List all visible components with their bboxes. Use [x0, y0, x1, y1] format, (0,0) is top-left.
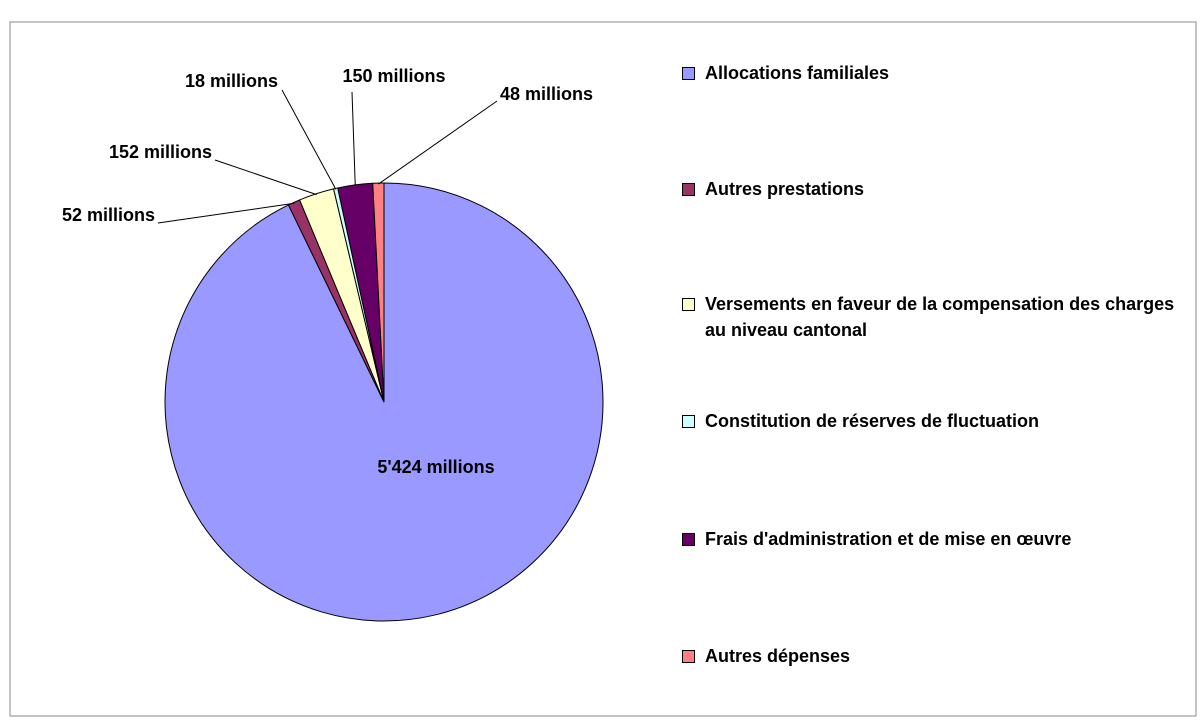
legend-label: Allocations familiales: [705, 63, 890, 83]
legend-item: Autres dépenses: [682, 643, 1182, 669]
legend-swatch: [682, 67, 695, 80]
leader-line: [281, 89, 337, 190]
pie-slice: [372, 182, 385, 403]
legend-swatch: [682, 415, 695, 428]
leader-line: [378, 100, 498, 185]
legend-swatch: [682, 298, 695, 311]
data-label: 5'424 millions: [377, 457, 494, 477]
legend-swatch: [682, 650, 695, 663]
data-label: 48 millions: [500, 84, 593, 104]
data-label: 18 millions: [185, 71, 278, 91]
legend-item: Constitution de réserves de fluctuation: [682, 408, 1182, 434]
legend-label: Autres prestations: [705, 179, 865, 199]
legend-item: Frais d'administration et de mise en œuv…: [682, 526, 1182, 552]
legend-swatch: [682, 533, 695, 546]
data-label: 152 millions: [109, 142, 212, 162]
data-label: 52 millions: [62, 205, 155, 225]
legend-label: Frais d'administration et de mise en œuv…: [705, 529, 1072, 549]
legend-item: Versements en faveur de la compensation …: [682, 291, 1182, 343]
legend-label: Versements en faveur de la compensation …: [705, 294, 1175, 340]
legend-swatch: [682, 183, 695, 196]
leader-line: [351, 91, 356, 186]
legend-label: Autres dépenses: [705, 646, 851, 666]
leader-line: [214, 159, 317, 196]
leader-line: [157, 202, 295, 224]
legend-item: Allocations familiales: [682, 60, 1182, 86]
legend-item: Autres prestations: [682, 176, 1182, 202]
legend-label: Constitution de réserves de fluctuation: [705, 411, 1040, 431]
data-label: 150 millions: [342, 66, 445, 86]
